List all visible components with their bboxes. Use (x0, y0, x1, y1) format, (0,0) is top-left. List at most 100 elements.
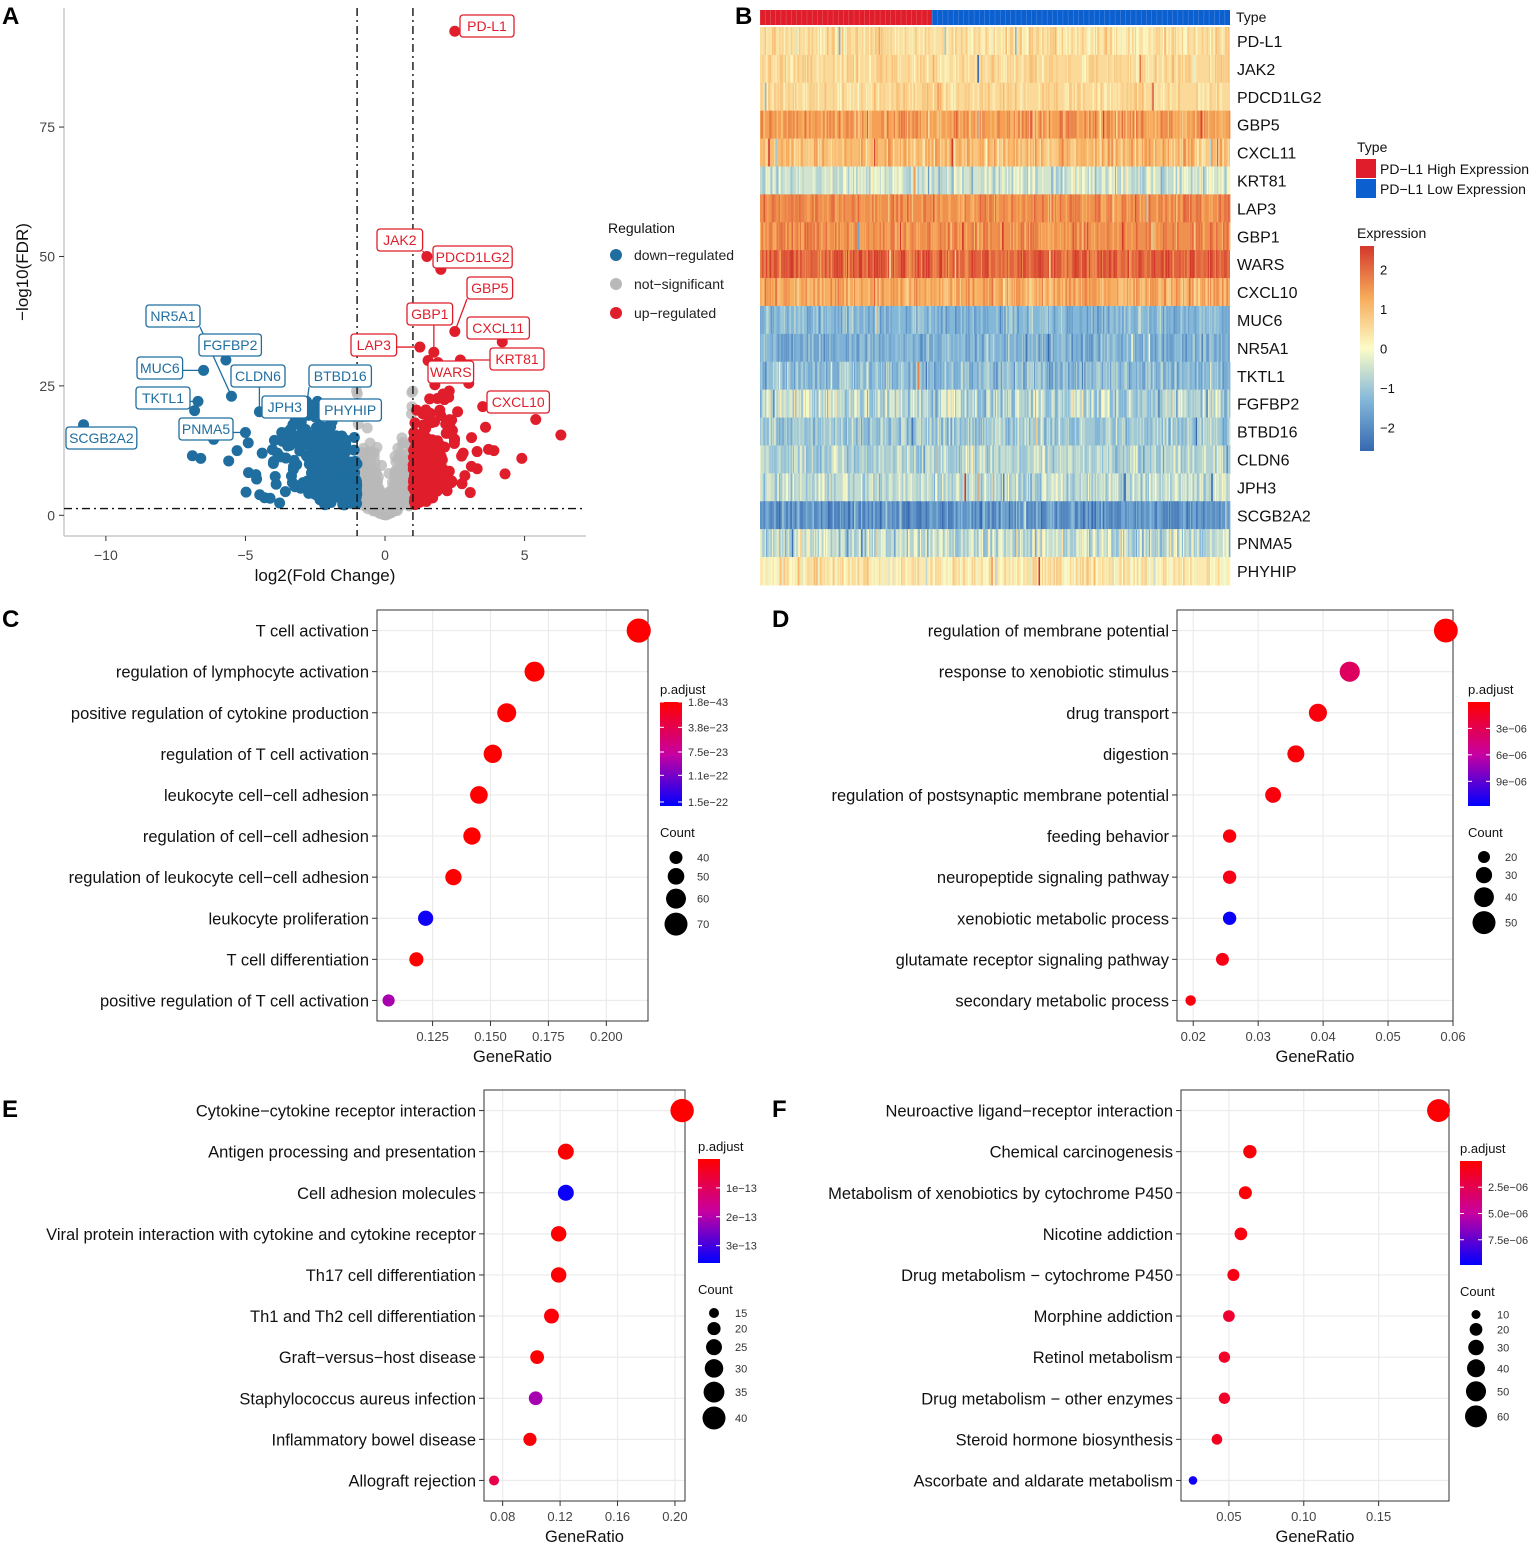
heatmap-cell (993, 333, 996, 363)
heatmap-cell (1173, 166, 1176, 195)
heatmap-cell (1168, 194, 1171, 223)
heatmap-cell (964, 417, 967, 446)
heatmap-cell (821, 222, 823, 251)
heatmap-cell (926, 473, 929, 502)
heatmap-cell (810, 54, 813, 84)
heatmap-cell (802, 445, 804, 474)
heatmap-cell (1210, 333, 1212, 363)
heatmap-cell (870, 250, 873, 279)
heatmap-cell (863, 194, 865, 223)
heatmap-cell (1117, 222, 1119, 251)
heatmap-cell (1187, 250, 1190, 279)
heatmap-cell (804, 306, 807, 335)
up-point (471, 463, 483, 475)
heatmap-cell (1134, 333, 1137, 363)
heatmap-cell (891, 54, 894, 84)
heatmap-cell (763, 473, 766, 502)
heatmap-cell (775, 138, 777, 167)
heatmap-cell (1003, 194, 1005, 223)
heatmap-cell (935, 361, 937, 391)
heatmap-cell (812, 306, 815, 335)
heatmap-cell (985, 27, 988, 56)
heatmap-cell (1221, 110, 1224, 140)
heatmap-cell (1040, 361, 1043, 391)
heatmap-cell (1202, 222, 1205, 251)
heatmap-cell (1059, 222, 1062, 251)
heatmap-cell (796, 222, 798, 251)
heatmap-cell (768, 138, 770, 167)
heatmap-cell (990, 194, 992, 223)
heatmap-cell (1016, 110, 1018, 140)
heatmap-cell (885, 54, 888, 84)
ns-point (383, 505, 395, 517)
heatmap-cell (882, 27, 884, 56)
heatmap-cell (1052, 333, 1055, 363)
heatmap-cell (871, 389, 874, 419)
heatmap-cell (1175, 27, 1178, 56)
heatmap-cell (846, 82, 849, 112)
heatmap-cell (910, 445, 912, 474)
heatmap-cell (883, 82, 885, 112)
down-point (274, 497, 286, 509)
heatmap-cell (1180, 306, 1183, 335)
heatmap-cell (903, 473, 905, 502)
heatmap-cell (1184, 138, 1186, 167)
heatmap-cell (1194, 54, 1197, 84)
heatmap-cell (933, 27, 936, 56)
heatmap-cell (1074, 222, 1077, 251)
heatmap-cell (768, 82, 770, 112)
heatmap-cell (1131, 333, 1133, 363)
down-point (195, 452, 207, 464)
heatmap-cell (944, 27, 947, 56)
heatmap-cell (1064, 445, 1066, 474)
down-point (317, 451, 329, 463)
heatmap-cell (1069, 54, 1071, 84)
heatmap-cell (1025, 445, 1028, 474)
heatmap-cell (770, 166, 773, 195)
heatmap-cell (1077, 166, 1079, 195)
heatmap-cell (996, 473, 998, 502)
down-point (308, 453, 320, 465)
heatmap-cell (1094, 166, 1097, 195)
heatmap-cell (1110, 27, 1112, 56)
heatmap-cell (760, 389, 762, 419)
legend-dot (610, 249, 622, 261)
heatmap-cell (789, 306, 791, 335)
heatmap-cell (951, 82, 954, 112)
heatmap-cell (808, 361, 810, 391)
heatmap-cell (871, 194, 874, 223)
heatmap-cell (873, 250, 876, 279)
heatmap-cell (1051, 278, 1053, 307)
heatmap-cell (842, 82, 844, 112)
heatmap-cell (1131, 278, 1133, 307)
heatmap-cell (1127, 278, 1130, 307)
heatmap-cell (1104, 250, 1106, 279)
heatmap-cell (928, 445, 930, 474)
heatmap-cell (1136, 222, 1138, 251)
annotation-label: Type (1236, 9, 1267, 25)
heatmap-cell (1172, 361, 1174, 391)
heatmap-cell (901, 222, 903, 251)
heatmap-cell (1173, 110, 1176, 140)
heatmap-cell (1110, 445, 1112, 474)
heatmap-cell (962, 166, 964, 195)
heatmap-cell (838, 27, 841, 56)
heatmap-cell (890, 278, 892, 307)
heatmap-cell (861, 82, 863, 112)
heatmap-cell (778, 445, 781, 474)
heatmap-cell (1143, 194, 1145, 223)
down-point (186, 450, 198, 462)
heatmap-cell (824, 473, 827, 502)
down-point (189, 405, 201, 417)
heatmap-cell (1211, 194, 1213, 223)
heatmap-cell (878, 445, 881, 474)
heatmap-cell (1126, 166, 1129, 195)
legend-label: up−regulated (634, 305, 716, 321)
heatmap-cell (858, 54, 861, 84)
heatmap-cell (965, 222, 968, 251)
heatmap-cell (1199, 417, 1202, 446)
heatmap-cell (929, 333, 931, 363)
heatmap-cell (1146, 417, 1149, 446)
up-point (431, 485, 443, 497)
heatmap-cell (1117, 166, 1119, 195)
